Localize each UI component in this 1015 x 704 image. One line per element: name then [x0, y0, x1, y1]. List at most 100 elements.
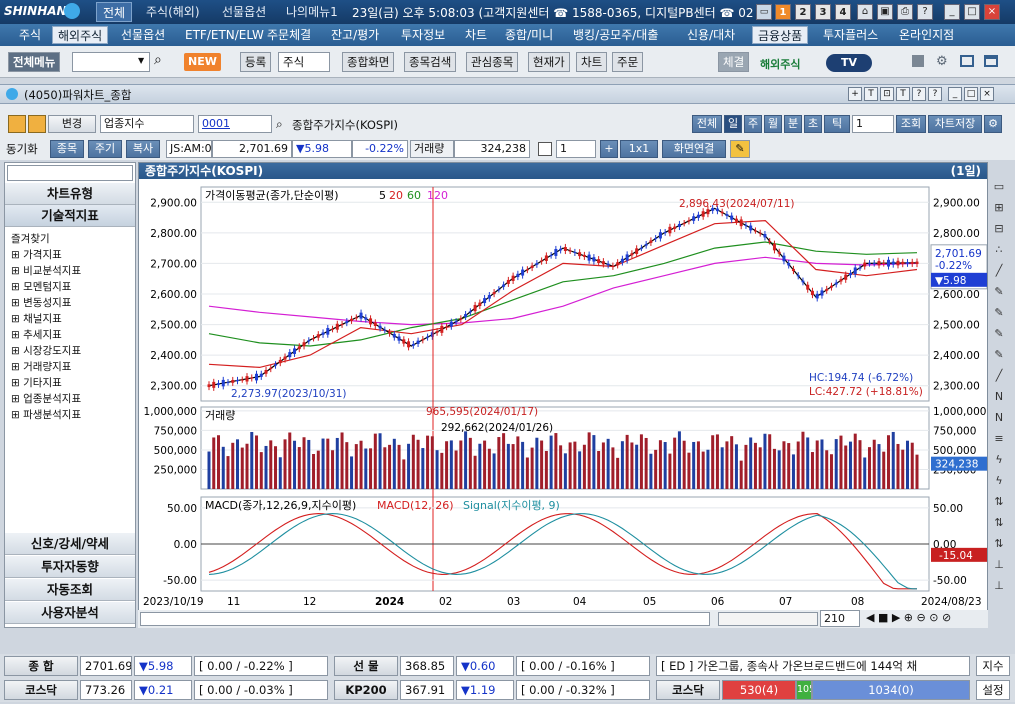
indicator-tree-item[interactable]: ⊞ 채널지표 — [11, 311, 62, 326]
technical-indicator-header[interactable]: 기술적지표 — [5, 205, 135, 227]
chart-type-header[interactable]: 차트유형 — [5, 183, 135, 205]
monitor-icon[interactable]: ▭ — [756, 4, 772, 20]
menu-item-mini[interactable]: 종합/미니 — [505, 28, 554, 42]
expand-icon[interactable]: ⊞ — [11, 377, 24, 389]
signal-header[interactable]: 신호/강세/약세 — [5, 533, 135, 555]
screen-4-button[interactable]: 4 — [835, 4, 851, 20]
tab-my-menu[interactable]: 나의메뉴1 — [286, 5, 338, 19]
register-button[interactable]: 등록 — [240, 52, 272, 72]
print-icon[interactable]: ⎙ — [897, 4, 913, 20]
new-badge[interactable]: NEW — [184, 53, 221, 71]
drawing-tool-icon[interactable]: ⊥ — [994, 579, 1004, 592]
auto-lookup-header[interactable]: 자동조회 — [5, 579, 135, 601]
period-week-button[interactable]: 주 — [744, 115, 762, 133]
expand-icon[interactable]: ⊞ — [11, 281, 24, 293]
expand-icon[interactable]: ⊞ — [11, 345, 24, 357]
window-tile-icon[interactable] — [984, 55, 998, 67]
sync-copy-button[interactable]: 복사 — [126, 140, 160, 158]
window-text-button[interactable]: T — [896, 87, 910, 101]
period-second-button[interactable]: 초 — [804, 115, 822, 133]
drawing-tool-icon[interactable]: ✎ — [994, 327, 1004, 340]
close-icon[interactable]: × — [984, 4, 1000, 20]
lock-icon[interactable]: ▣ — [877, 4, 893, 20]
menu-item-etf[interactable]: ETF/ETN/ELW — [185, 28, 264, 42]
news-ticker[interactable]: [ ED ] 가온그룹, 종속사 가온브로드밴드에 144억 채 — [656, 656, 970, 676]
drawing-tool-icon[interactable]: ⇅ — [994, 495, 1004, 508]
fill-button[interactable]: 체결 — [718, 52, 750, 72]
sync-stock-button[interactable]: 종목 — [50, 140, 84, 158]
tab-futures[interactable]: 선물옵션 — [222, 5, 267, 19]
period-count-select[interactable]: 1 — [852, 115, 894, 133]
period-tick-button[interactable]: 틱 — [824, 115, 850, 133]
expand-icon[interactable]: ⊞ — [11, 361, 24, 373]
order-button[interactable]: 주문 — [612, 52, 644, 72]
drawing-tool-icon[interactable]: ⇅ — [994, 516, 1004, 529]
menu-item-credit[interactable]: 신용/대차 — [687, 28, 736, 42]
drawing-tool-icon[interactable]: ⊟ — [994, 222, 1004, 235]
stock-search-button[interactable]: 종목검색 — [404, 52, 457, 72]
menu-item-futures[interactable]: 선물옵션 — [121, 28, 166, 42]
drawing-tool-icon[interactable]: Ν — [994, 390, 1004, 403]
drawing-tool-icon[interactable]: ϟ — [995, 474, 1003, 487]
drawing-tool-icon[interactable]: ✎ — [994, 348, 1004, 361]
minimize-icon[interactable]: _ — [944, 4, 960, 20]
window-pin-button[interactable]: + — [848, 87, 862, 101]
menu-item-balance[interactable]: 잔고/평가 — [331, 28, 380, 42]
drawing-tool-icon[interactable]: ╱ — [995, 369, 1003, 382]
window-tool-button[interactable]: T — [864, 87, 878, 101]
grid-ratio-button[interactable]: 1x1 — [620, 140, 658, 158]
period-month-button[interactable]: 월 — [764, 115, 782, 133]
window-help-button[interactable]: ? — [928, 87, 942, 101]
indicator-search-input[interactable] — [7, 165, 133, 181]
menu-item-financial[interactable]: 금융상품 — [752, 26, 809, 44]
overseas-stock-link[interactable]: 해외주식 — [760, 58, 801, 71]
expand-icon[interactable]: ⊞ — [11, 297, 24, 309]
indicator-tree-item[interactable]: ⊞ 가격지표 — [11, 247, 62, 262]
menu-item-overseas-stock[interactable]: 해외주식 — [52, 26, 109, 44]
menu-item-stock[interactable]: 주식 — [19, 28, 42, 42]
drawing-tool-icon[interactable]: ⇅ — [994, 537, 1004, 550]
bar-count-input[interactable]: 210 — [820, 610, 860, 627]
expand-icon[interactable]: ⊞ — [11, 313, 24, 325]
window-frame-button[interactable]: ⊡ — [880, 87, 894, 101]
chevron-down-icon[interactable]: ▼ — [138, 56, 145, 65]
chart-svg[interactable]: 2,900.00 2,900.00 2,800.00 2,800.00 2,700.00… — [139, 179, 987, 609]
indicator-tree-item[interactable]: ⊞ 업종분석지표 — [11, 391, 81, 406]
calculator-icon[interactable] — [912, 55, 924, 67]
investor-trend-header[interactable]: 투자자동향 — [5, 556, 135, 578]
indicator-tree-item[interactable]: ⊞ 시장강도지표 — [11, 343, 81, 358]
gear-icon[interactable]: ⚙ — [936, 54, 948, 69]
menu-item-chart[interactable]: 차트 — [465, 28, 488, 42]
watchlist-button[interactable]: 관심종목 — [466, 52, 519, 72]
stock-type-select[interactable]: 주식 — [278, 52, 330, 72]
drawing-tool-icon[interactable]: ✎ — [994, 306, 1004, 319]
code-search-icon[interactable]: ⌕ — [276, 117, 283, 131]
expand-icon[interactable]: ⊞ — [11, 409, 24, 421]
indicator-tree-item[interactable]: ⊞ 변동성지표 — [11, 295, 71, 310]
add-chart-button[interactable]: + — [600, 140, 618, 158]
overlay-checkbox[interactable] — [538, 142, 552, 156]
drawing-tool-icon[interactable]: ⊥ — [994, 558, 1004, 571]
index-button[interactable]: 지수 — [976, 656, 1010, 676]
screen-1-button[interactable]: 1 — [775, 4, 791, 20]
indicator-tree-item[interactable]: ⊞ 비교분석지표 — [11, 263, 81, 278]
menu-item-invest-info[interactable]: 투자정보 — [401, 28, 446, 42]
home-icon[interactable]: ⌂ — [857, 4, 873, 20]
drawing-tool-icon[interactable]: ϟ — [995, 453, 1003, 466]
indicator-tree-item[interactable]: ⊞ 추세지표 — [11, 327, 62, 342]
chart-scrollbar[interactable] — [140, 612, 710, 626]
screen-3-button[interactable]: 3 — [815, 4, 831, 20]
indicator-icon[interactable] — [28, 115, 46, 133]
user-analysis-header[interactable]: 사용자분석 — [5, 602, 135, 624]
expand-icon[interactable]: ⊞ — [11, 265, 24, 277]
menu-item-online-branch[interactable]: 온라인지점 — [899, 28, 955, 42]
window-layout-icon[interactable] — [960, 55, 974, 67]
tab-overseas-stock[interactable]: 주식(해외) — [146, 5, 200, 19]
window-maximize-button[interactable]: □ — [964, 87, 978, 101]
menu-item-order[interactable]: 주문체결 — [267, 28, 312, 42]
period-day-button[interactable]: 일 — [724, 115, 742, 133]
menu-search-input[interactable] — [72, 52, 150, 72]
window-minimize-button[interactable]: _ — [948, 87, 962, 101]
save-chart-button[interactable]: 차트저장 — [928, 115, 982, 133]
drawing-tool-icon[interactable]: ∴ — [995, 243, 1003, 256]
